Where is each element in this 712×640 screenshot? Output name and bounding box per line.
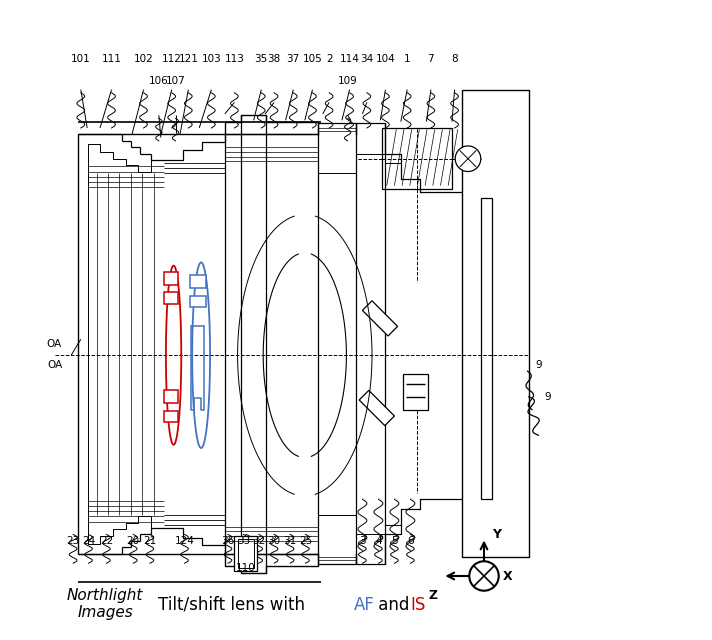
Text: Tilt/shift lens with: Tilt/shift lens with <box>157 596 310 614</box>
Circle shape <box>455 146 481 172</box>
Bar <box>164 390 178 403</box>
Text: 7: 7 <box>428 54 434 64</box>
Polygon shape <box>362 301 397 336</box>
Text: 106: 106 <box>149 76 169 86</box>
Text: 20: 20 <box>127 536 140 546</box>
Bar <box>382 128 452 189</box>
Bar <box>189 296 206 307</box>
Text: Images: Images <box>78 605 133 620</box>
Text: 121: 121 <box>179 54 198 64</box>
Text: 6: 6 <box>407 536 414 546</box>
Text: 36: 36 <box>221 536 235 546</box>
Text: Z: Z <box>428 589 437 602</box>
Text: 37: 37 <box>287 54 300 64</box>
Polygon shape <box>359 390 394 426</box>
Text: 2: 2 <box>326 54 333 64</box>
Text: 23: 23 <box>66 536 80 546</box>
Text: 4: 4 <box>375 536 382 546</box>
Text: 8: 8 <box>451 54 458 64</box>
Text: 105: 105 <box>303 54 323 64</box>
Text: 124: 124 <box>174 536 194 546</box>
Text: 25: 25 <box>299 536 312 546</box>
Bar <box>234 536 258 571</box>
Text: 38: 38 <box>268 54 281 64</box>
Text: 33: 33 <box>236 536 250 546</box>
Text: 3: 3 <box>359 536 366 546</box>
Text: 24: 24 <box>82 536 95 546</box>
Text: 21: 21 <box>143 536 157 546</box>
Text: 104: 104 <box>375 54 395 64</box>
Text: 9: 9 <box>545 392 551 402</box>
Text: 114: 114 <box>340 54 360 64</box>
Text: Northlight: Northlight <box>67 588 143 603</box>
Bar <box>403 374 429 410</box>
Text: 102: 102 <box>134 54 153 64</box>
Bar <box>461 90 529 557</box>
Text: X: X <box>503 570 513 582</box>
Text: 101: 101 <box>71 54 90 64</box>
Circle shape <box>469 561 498 591</box>
Text: 1: 1 <box>404 54 411 64</box>
Bar <box>164 292 178 304</box>
Text: 9: 9 <box>535 360 542 370</box>
Text: 35: 35 <box>255 54 268 64</box>
Bar <box>239 539 253 568</box>
Text: 113: 113 <box>224 54 244 64</box>
Text: 103: 103 <box>201 54 221 64</box>
Text: OA: OA <box>46 339 61 349</box>
Bar <box>189 275 206 288</box>
Text: and: and <box>373 596 415 614</box>
Text: 111: 111 <box>102 54 122 64</box>
Text: 110: 110 <box>236 563 256 573</box>
Text: 112: 112 <box>162 54 182 64</box>
Text: 32: 32 <box>252 536 266 546</box>
Bar <box>164 411 178 422</box>
Text: 109: 109 <box>337 76 357 86</box>
Text: Y: Y <box>492 528 501 541</box>
Text: 30: 30 <box>268 536 281 546</box>
Text: 34: 34 <box>360 54 374 64</box>
Text: 22: 22 <box>100 536 113 546</box>
Bar <box>164 272 178 285</box>
Text: 5: 5 <box>391 536 398 546</box>
Text: 31: 31 <box>283 536 297 546</box>
Text: OA: OA <box>48 360 63 370</box>
Text: AF: AF <box>353 596 375 614</box>
Bar <box>481 198 492 499</box>
Text: 107: 107 <box>166 76 185 86</box>
Text: IS: IS <box>410 596 426 614</box>
